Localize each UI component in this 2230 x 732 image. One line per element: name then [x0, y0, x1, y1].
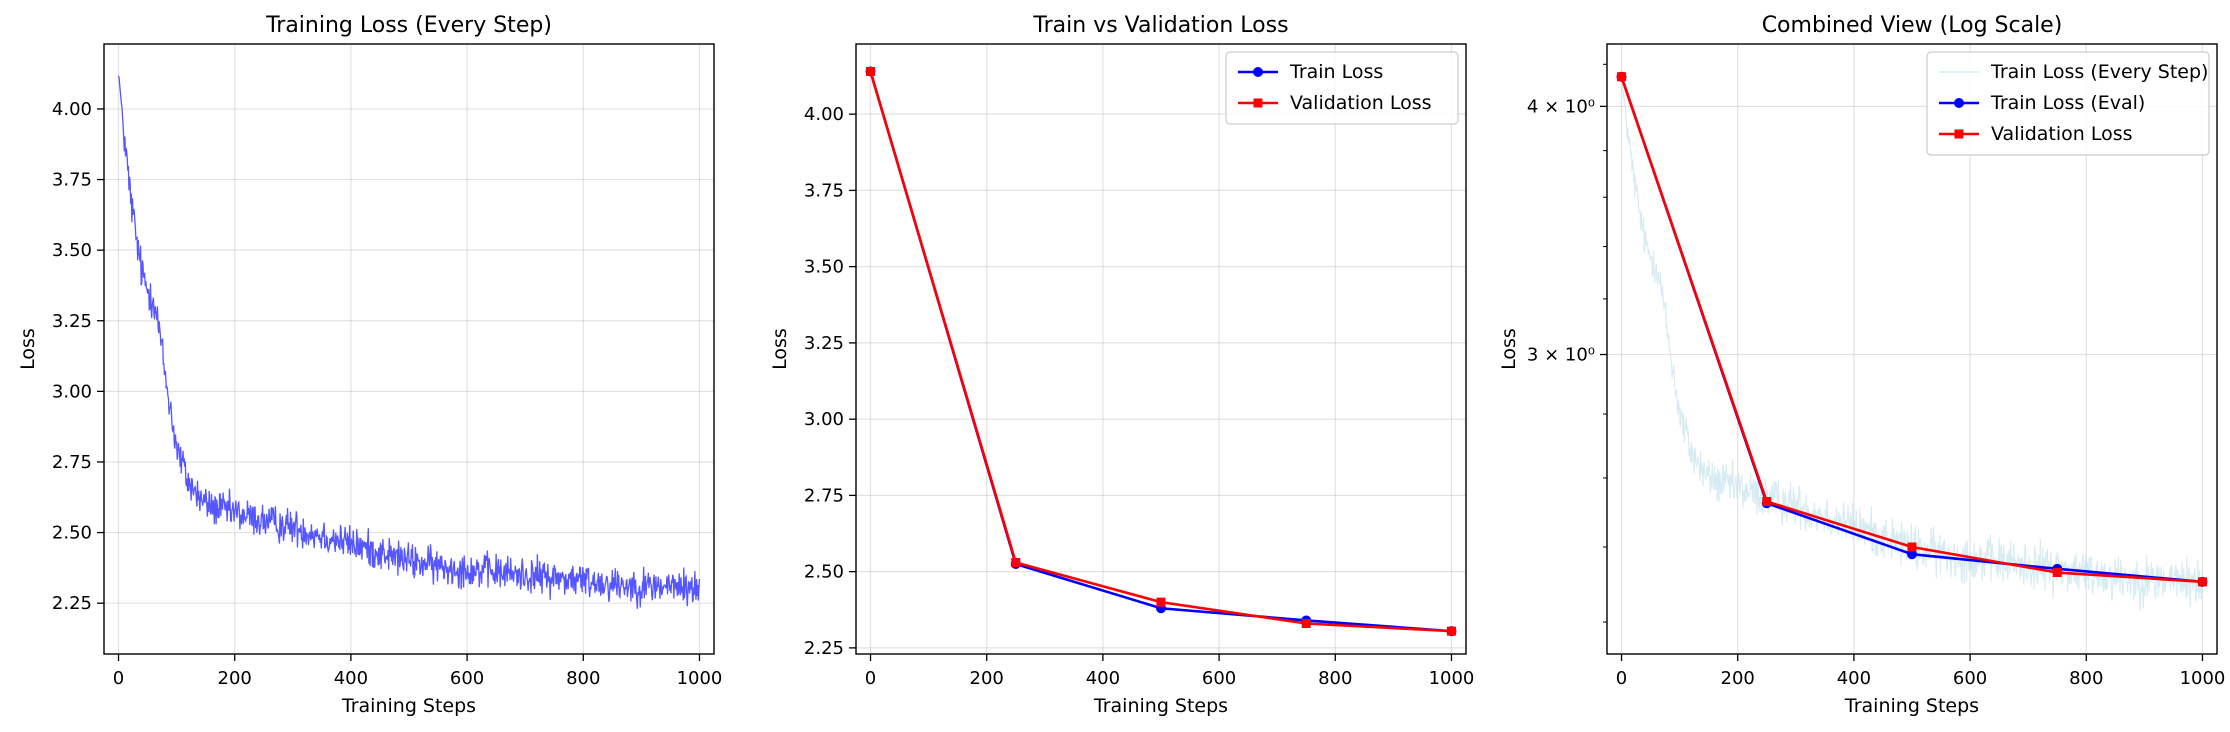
y-tick-label: 3.75: [804, 180, 844, 201]
x-tick-label: 600: [1202, 668, 1236, 689]
data-point: [1011, 558, 1021, 567]
legend-item: Validation Loss: [1238, 92, 1432, 114]
legend-item: Validation Loss: [1939, 123, 2133, 145]
grid: [104, 44, 714, 654]
y-tick-label: 2.25: [52, 593, 92, 614]
data-point: [1907, 549, 1917, 560]
y-tick-label: 3 × 10⁰: [1527, 345, 1595, 366]
y-axis-label: Loss: [1498, 328, 1520, 370]
subplot-3: 0 200 400 600 800 1000 3 × 10⁰ 4 × 10⁰ Combined …: [1498, 13, 2225, 717]
series-2: [866, 66, 1456, 636]
data-point: [1446, 626, 1456, 636]
y-tick-label: 4 × 10⁰: [1527, 96, 1595, 117]
x-tick-label: 800: [1318, 668, 1352, 689]
data-point: [2197, 577, 2207, 587]
x-axis-label: Training Steps: [1093, 695, 1228, 717]
y-tick-label: 2.75: [804, 485, 844, 506]
series-line: [117, 75, 701, 609]
x-tick-label: 200: [218, 668, 252, 689]
axes-frame: [103, 43, 715, 655]
legend-label: Train Loss: [1289, 61, 1383, 83]
series-3: [1617, 72, 2207, 587]
y-tick-label: 2.75: [52, 452, 92, 473]
data-point: [1907, 542, 1917, 552]
data-point: [1301, 619, 1311, 628]
data-point: [1156, 597, 1166, 607]
legend-label: Validation Loss: [1290, 92, 1432, 114]
chart-title: Combined View (Log Scale): [1762, 13, 2063, 38]
x-axis-label: Training Steps: [341, 695, 476, 717]
chart-title: Training Loss (Every Step): [265, 13, 552, 38]
y-tick-label: 3.75: [52, 170, 92, 191]
legend-item: Train Loss (Eval): [1939, 92, 2145, 114]
y-tick-label: 4.00: [804, 104, 844, 125]
y-tick-label: 4.00: [52, 99, 92, 120]
x-axis-label: Training Steps: [1844, 695, 1979, 717]
y-tick-label: 3.50: [804, 257, 844, 278]
x-tick-label: 200: [1721, 668, 1755, 689]
y-tick-label: 3.25: [804, 333, 844, 354]
subplot-2: 0 200 400 600 800 1000 2.25 2.50 2.75 3.00 3.25 3.5…: [769, 13, 1474, 717]
y-tick-label: 3.00: [52, 381, 92, 402]
legend: Train Loss (Every Step) Train Loss (Eval)…: [1926, 51, 2210, 156]
y-tick-label: 3.50: [52, 240, 92, 261]
data-point: [866, 66, 876, 76]
data-point: [2052, 568, 2062, 578]
x-tick-label: 1000: [677, 668, 723, 689]
x-tick-label: 800: [2069, 668, 2103, 689]
legend-item: Train Loss (Every Step): [1939, 61, 2208, 83]
x-tick-label: 0: [113, 668, 124, 689]
x-tick-label: 0: [865, 668, 876, 689]
subplot-1: 0 200 400 600 800 1000 2.25 2.50 2.75 3.00 3.25 3.5…: [17, 13, 722, 717]
x-tick-label: 200: [970, 668, 1004, 689]
x-tick-label: 400: [334, 668, 368, 689]
x-tick-label: 800: [566, 668, 600, 689]
legend-label: Train Loss (Every Step): [1990, 61, 2208, 83]
x-tick-label: 400: [1837, 668, 1871, 689]
x-tick-label: 400: [1086, 668, 1120, 689]
x-tick-label: 600: [1953, 668, 1987, 689]
y-axis-label: Loss: [17, 328, 39, 370]
legend: Train Loss Validation Loss: [1225, 51, 1459, 125]
y-tick-label: 2.50: [804, 562, 844, 583]
x-tick-label: 1000: [1429, 668, 1475, 689]
y-axis-label: Loss: [769, 328, 791, 370]
axes-frame: [1606, 43, 2218, 655]
chart-title: Train vs Validation Loss: [1032, 13, 1288, 38]
data-point: [1617, 72, 1627, 82]
y-tick-label: 2.50: [52, 523, 92, 544]
series-1: [117, 75, 701, 609]
legend-item: Train Loss: [1238, 61, 1383, 83]
axes-frame: [855, 43, 1467, 655]
data-point: [1762, 496, 1772, 506]
y-tick-label: 3.00: [804, 409, 844, 430]
y-tick-label: 2.25: [804, 638, 844, 659]
x-tick-label: 0: [1616, 668, 1627, 689]
x-tick-label: 600: [450, 668, 484, 689]
legend-label: Train Loss (Eval): [1990, 92, 2145, 114]
y-tick-label: 3.25: [52, 311, 92, 332]
x-tick-label: 1000: [2180, 668, 2226, 689]
legend-label: Validation Loss: [1991, 123, 2133, 145]
